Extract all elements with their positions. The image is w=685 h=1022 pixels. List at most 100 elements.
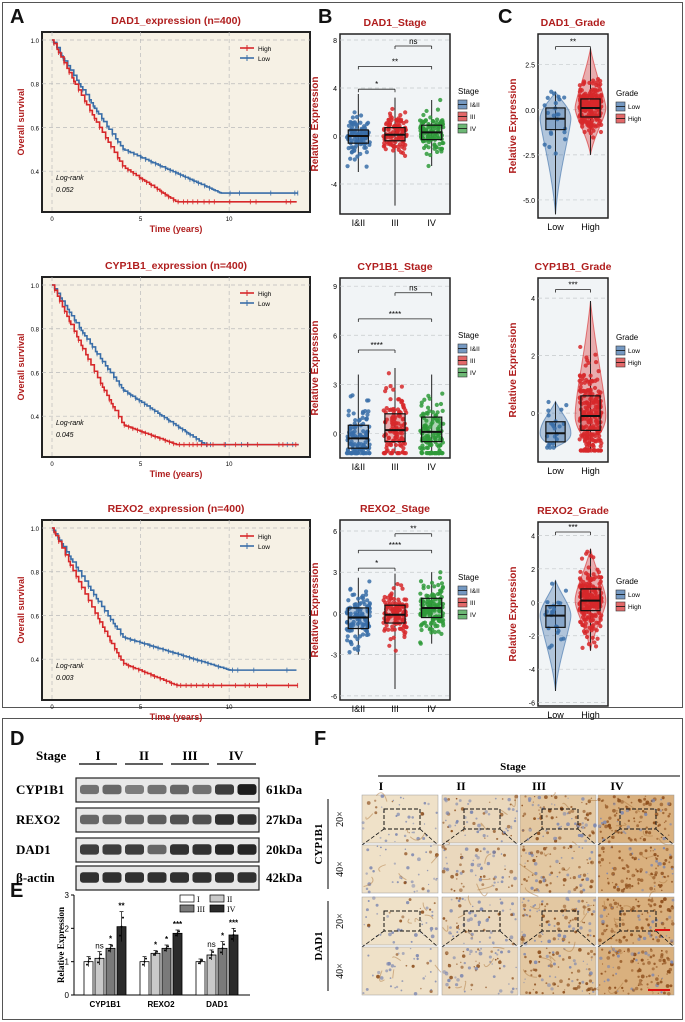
sig-label: ***	[568, 281, 577, 290]
wb-stage-headers: I II III IV	[79, 748, 256, 765]
bar-legend-item: IV	[227, 905, 236, 914]
km-ytick: 0.8	[31, 83, 40, 89]
panel-label-f: F	[314, 728, 327, 750]
box-ytick: -2	[529, 634, 535, 641]
ihc-tile	[519, 896, 597, 948]
km-title: REXO2_expression (n=400)	[108, 503, 245, 515]
box-ytick: 4	[531, 296, 535, 303]
box-ytick: 0	[531, 411, 535, 418]
wb-band	[80, 872, 99, 883]
box-xtick: Low	[547, 222, 564, 232]
km-ytick: 0.6	[31, 126, 40, 132]
box-legend-title: Grade	[616, 333, 639, 342]
bar-sig: **	[118, 902, 125, 911]
wb-band	[215, 784, 234, 795]
km-xtick: 5	[139, 462, 143, 468]
box-ylabel: Relative Expression	[508, 78, 519, 173]
box-1	[580, 395, 601, 431]
box-xtick: I&II	[352, 462, 366, 472]
box-ytick: 3	[333, 570, 337, 577]
km-curve-low	[52, 39, 298, 194]
ihc-stage-1: I	[379, 779, 384, 793]
box-xtick: High	[581, 466, 600, 476]
km-legend-low: Low	[258, 301, 270, 308]
box-xtick: Low	[547, 466, 564, 476]
box-xtick: High	[581, 222, 600, 232]
wb-band	[125, 785, 144, 794]
wb-band	[80, 844, 99, 855]
km-ytick: 0.4	[31, 415, 40, 421]
box-ylabel: Relative Expression	[310, 76, 321, 171]
wb-stage-2: II	[139, 748, 149, 763]
wb-band	[170, 784, 189, 795]
wb-band	[237, 814, 257, 825]
km-ytick: 0.4	[31, 170, 40, 176]
km-xtick: 10	[226, 705, 233, 711]
km-plot-area	[41, 276, 311, 458]
box-plot-area	[537, 277, 609, 463]
box-ylabel: Relative Expression	[310, 320, 321, 415]
ihc-stage-3: III	[532, 779, 546, 793]
wb-stage-3: III	[182, 748, 197, 763]
box-ytick: 0.0	[525, 108, 535, 115]
box-ytick: -6	[331, 694, 337, 701]
km-legend-high: High	[258, 291, 272, 298]
km-xtick: 0	[50, 462, 54, 468]
wb-band	[170, 844, 189, 855]
box-legend-item: I&II	[470, 588, 480, 595]
box-title: DAD1_Grade	[541, 17, 606, 29]
box-ytick: -3	[331, 653, 337, 660]
km-plot-area	[41, 31, 311, 213]
ihc-gene-label: DAD1	[313, 931, 325, 960]
box-ylabel: Relative Expression	[508, 322, 519, 417]
box-legend-item: I&II	[470, 102, 480, 109]
grade-plot-3: REXO2_Grade 4 2 0 -2 -4 -6 Relative Expression L…	[508, 505, 642, 720]
sig-label: *	[375, 559, 378, 568]
wb-stage-1: I	[95, 748, 100, 763]
km-ytick: 1.0	[31, 39, 40, 45]
bar-category: REXO2	[147, 1000, 175, 1009]
panel-label-c: C	[498, 6, 513, 28]
wb-band	[192, 784, 212, 795]
km-ytick: 0.6	[31, 614, 40, 620]
wb-band	[147, 784, 167, 795]
km-xtick: 10	[226, 217, 233, 223]
km-ylabel: Overall survival	[16, 333, 26, 400]
box-legend-title: Stage	[458, 331, 479, 340]
wb-band	[237, 844, 257, 855]
km-xtick: 0	[50, 217, 54, 223]
box-xtick: I&II	[352, 218, 366, 228]
box-xtick: IV	[427, 218, 436, 228]
km-plot-2: CYP1B1_expression (n=400) 1.0 0.8 0.6 0.4 0 5 1…	[16, 260, 311, 479]
wb-band	[237, 784, 257, 795]
box-xtick: High	[581, 710, 600, 720]
box-ytick: 8	[333, 38, 337, 45]
box-ytick: 9	[333, 284, 337, 291]
bar-sig: *	[221, 932, 225, 941]
box-2	[420, 416, 443, 443]
km-legend-high: High	[258, 534, 272, 541]
km-ytick: 0.8	[31, 571, 40, 577]
box-legend-item: IV	[470, 370, 477, 377]
box-ylabel: Relative Expression	[508, 566, 519, 661]
box-xtick: III	[391, 704, 399, 714]
bar-category: CYP1B1	[89, 1000, 121, 1009]
bar-ylabel: Relative Expression	[56, 907, 66, 983]
wb-kda-label: 20kDa	[266, 842, 303, 857]
box-title: CYP1B1_Stage	[357, 261, 432, 273]
km-xlabel: Time (years)	[150, 224, 203, 234]
box-ytick: -2.5	[523, 153, 535, 160]
wb-band	[192, 872, 212, 883]
wb-kda-label: 42kDa	[266, 870, 303, 885]
km-title: DAD1_expression (n=400)	[111, 15, 241, 27]
wb-band	[170, 814, 189, 825]
ihc-mag-40: 40×	[335, 861, 346, 877]
box-ytick: 0	[333, 134, 337, 141]
km-pvalue: 0.045	[56, 432, 74, 439]
wb-band	[102, 844, 122, 855]
bar-sig: ***	[229, 918, 239, 927]
wb-band	[102, 872, 122, 883]
wb-row-label: REXO2	[16, 812, 60, 827]
